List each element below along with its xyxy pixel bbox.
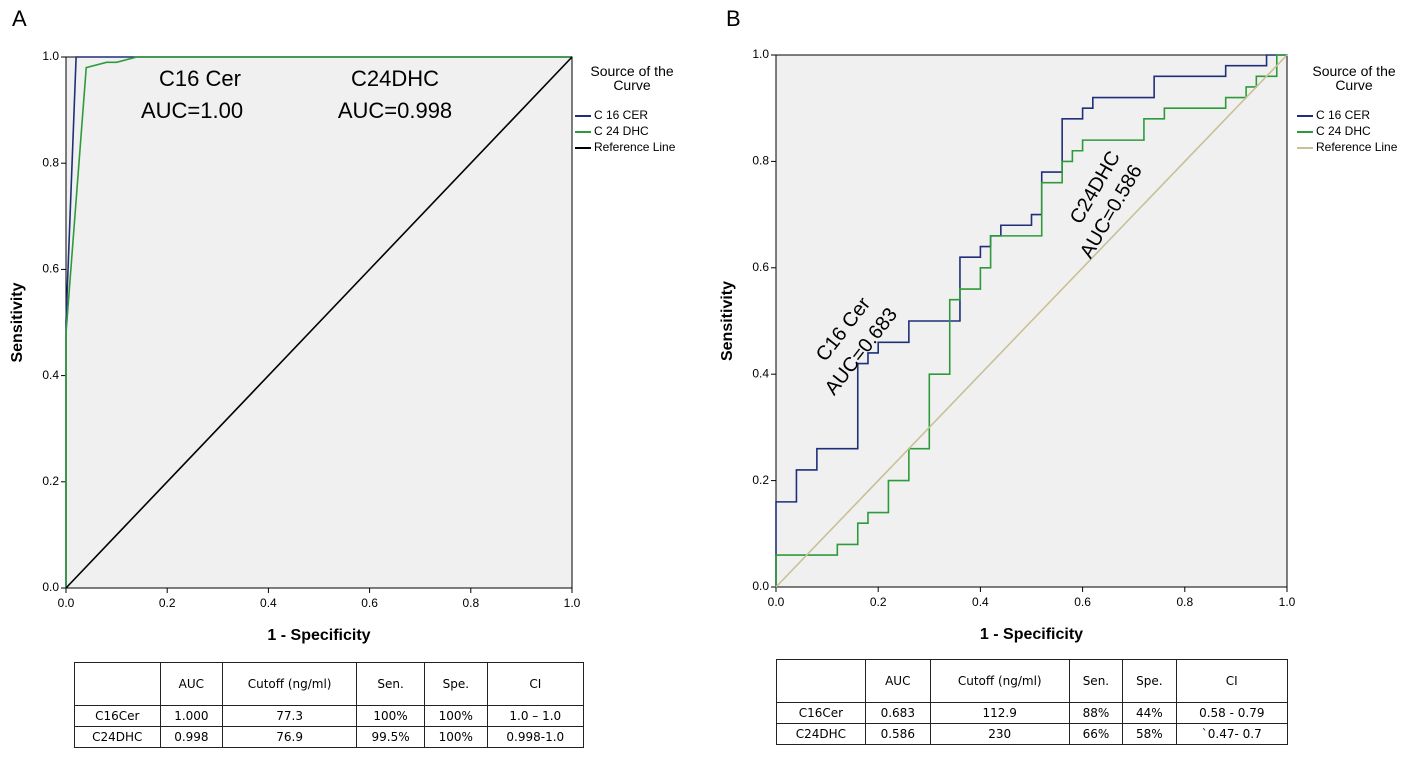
- roc-line: [775, 54, 1288, 588]
- x-tick-label: 1.0: [564, 596, 581, 610]
- table-cell: 58%: [1122, 723, 1177, 745]
- table-cell: 66%: [1068, 723, 1124, 745]
- legend-title: Source of the Curve: [590, 63, 674, 93]
- table-row: C24DHC 0.586 230 66% 58% `0.47- 0.7: [776, 723, 1289, 745]
- table-cell: 112.9: [929, 702, 1070, 724]
- table-header-cell: Spe.: [1122, 659, 1177, 703]
- legend-title: Source of the Curve: [1312, 63, 1396, 93]
- table-corner: [776, 659, 866, 703]
- legend-label: C 24 DHC: [594, 124, 649, 138]
- table-cell: 100%: [424, 726, 488, 748]
- table-cell: 0.998: [159, 726, 224, 748]
- legend-label: Reference Line: [594, 140, 676, 154]
- y-tick-label: 0.4: [42, 368, 59, 382]
- table-cell: C24DHC: [776, 723, 866, 745]
- table-cell: 99.5%: [356, 726, 426, 748]
- y-axis-title: Sensitivity: [719, 281, 736, 361]
- table-cell: 1.000: [159, 705, 224, 727]
- y-tick-label: 0.6: [752, 260, 769, 274]
- table-header-cell: Spe.: [424, 662, 488, 706]
- panel-label: B: [726, 6, 741, 31]
- y-tick-label: 1.0: [42, 49, 59, 63]
- legend-label: C 24 DHC: [1316, 124, 1371, 138]
- x-tick-label: 0.0: [768, 595, 785, 609]
- table-cell: 88%: [1068, 702, 1124, 724]
- table-row: C16Cer 0.683 112.9 88% 44% 0.58 - 0.79: [776, 702, 1289, 724]
- x-axis-title: 1 - Specificity: [980, 626, 1083, 643]
- x-tick-label: 1.0: [1279, 595, 1296, 609]
- table-cell: C24DHC: [74, 726, 161, 748]
- table-cell: 100%: [356, 705, 426, 727]
- annotation: C24DHC: [351, 66, 439, 91]
- x-tick-label: 0.4: [260, 596, 277, 610]
- y-tick-label: 0.2: [42, 474, 59, 488]
- roc-line: [775, 54, 1287, 587]
- table-cell: 1.0 – 1.0: [486, 705, 585, 727]
- x-tick-label: 0.2: [159, 596, 176, 610]
- y-axis-title: Sensitivity: [9, 282, 26, 362]
- annotation: AUC=1.00: [141, 98, 243, 123]
- table-cell: C16Cer: [776, 702, 866, 724]
- table-cell: 100%: [424, 705, 488, 727]
- table-row: C24DHC 0.998 76.9 99.5% 100% 0.998-1.0: [74, 726, 585, 748]
- roc-line: [65, 56, 573, 589]
- x-axis-title: 1 - Specificity: [267, 627, 370, 644]
- y-tick-label: 0.8: [752, 154, 769, 168]
- y-tick-label: 0.2: [752, 473, 769, 487]
- table-cell: 230: [929, 723, 1070, 745]
- table-cell: 44%: [1122, 702, 1177, 724]
- x-tick-label: 0.6: [1074, 595, 1091, 609]
- table-cell: 77.3: [222, 705, 358, 727]
- annotation: C16 Cer: [159, 66, 241, 91]
- stats-table: AUC Cutoff (ng/ml) Sen. Spe. CI C16Cer 1.000 77…: [74, 662, 585, 748]
- y-tick-label: 0.8: [42, 155, 59, 169]
- panel-label: A: [12, 6, 27, 31]
- y-tick-label: 0.0: [752, 579, 769, 593]
- table-header-cell: Cutoff (ng/ml): [929, 659, 1070, 703]
- x-tick-label: 0.2: [870, 595, 887, 609]
- table-cell: `0.47- 0.7: [1175, 723, 1289, 745]
- legend-label: C 16 CER: [594, 108, 648, 122]
- table-row: C16Cer 1.000 77.3 100% 100% 1.0 – 1.0: [74, 705, 585, 727]
- table-header-cell: Sen.: [1068, 659, 1124, 703]
- y-tick-label: 1.0: [752, 47, 769, 61]
- y-tick-label: 0.4: [752, 366, 769, 380]
- legend-label: Reference Line: [1316, 140, 1398, 154]
- x-tick-label: 0.0: [58, 596, 75, 610]
- table-header: AUC Cutoff (ng/ml) Sen. Spe. CI: [776, 659, 1289, 703]
- legend-label: C 16 CER: [1316, 108, 1370, 122]
- y-tick-label: 0.0: [42, 580, 59, 594]
- table-header-cell: CI: [1175, 659, 1289, 703]
- stats-table: AUC Cutoff (ng/ml) Sen. Spe. CI C16Cer 0.683 11…: [776, 659, 1289, 745]
- x-tick-label: 0.4: [972, 595, 989, 609]
- table-header: AUC Cutoff (ng/ml) Sen. Spe. CI: [74, 662, 585, 706]
- table-corner: [74, 662, 161, 706]
- roc-line: [65, 56, 572, 588]
- x-tick-label: 0.6: [361, 596, 378, 610]
- x-tick-label: 0.8: [1176, 595, 1193, 609]
- table-cell: 0.683: [864, 702, 931, 724]
- x-tick-label: 0.8: [462, 596, 479, 610]
- table-cell: C16Cer: [74, 705, 161, 727]
- table-header-cell: AUC: [864, 659, 931, 703]
- table-cell: 0.586: [864, 723, 931, 745]
- table-cell: 76.9: [222, 726, 358, 748]
- table-header-cell: AUC: [159, 662, 224, 706]
- table-cell: 0.998-1.0: [486, 726, 585, 748]
- table-cell: 0.58 - 0.79: [1175, 702, 1289, 724]
- annotation: AUC=0.998: [338, 98, 452, 123]
- table-header-cell: Cutoff (ng/ml): [222, 662, 358, 706]
- table-header-cell: CI: [486, 662, 585, 706]
- table-header-cell: Sen.: [356, 662, 426, 706]
- y-tick-label: 0.6: [42, 262, 59, 276]
